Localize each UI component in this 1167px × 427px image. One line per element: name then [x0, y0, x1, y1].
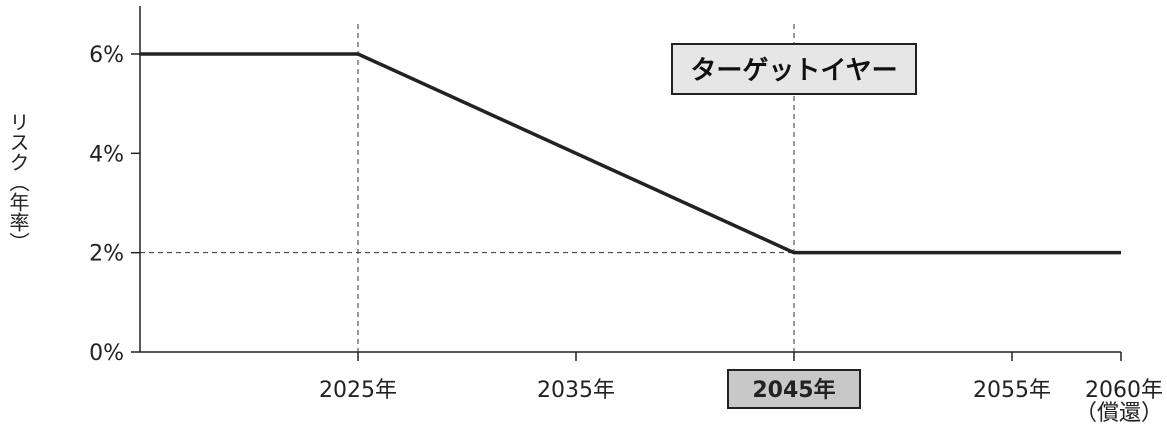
y-tick-label-2: 2%	[89, 242, 124, 267]
x-tick-label-2045: 2045年	[752, 377, 835, 403]
y-axis-label: リスク（年率）	[6, 112, 30, 252]
x-tick-label-2025: 2025年	[319, 378, 397, 403]
y-axis-label-text: リスク（年率）	[6, 112, 30, 252]
target-year-box	[671, 43, 917, 95]
series-line-0	[140, 52, 1121, 255]
x-tick-sublabel-2060: （償還）	[1075, 401, 1163, 426]
y-tick-label-0: 0%	[89, 341, 124, 366]
y-tick-label-4: 4%	[89, 142, 124, 167]
target-year-annotation: ターゲットイヤー	[671, 43, 917, 95]
target-year-text: ターゲットイヤー	[690, 56, 897, 86]
x-tick-label-2035: 2035年	[537, 378, 615, 403]
y-tick-label-6: 6%	[89, 43, 124, 68]
x-tick-highlight-box-2045	[727, 369, 861, 409]
x-tick-label-2060: 2060年	[1085, 378, 1163, 403]
x-tick-label-2055: 2055年	[973, 378, 1051, 403]
